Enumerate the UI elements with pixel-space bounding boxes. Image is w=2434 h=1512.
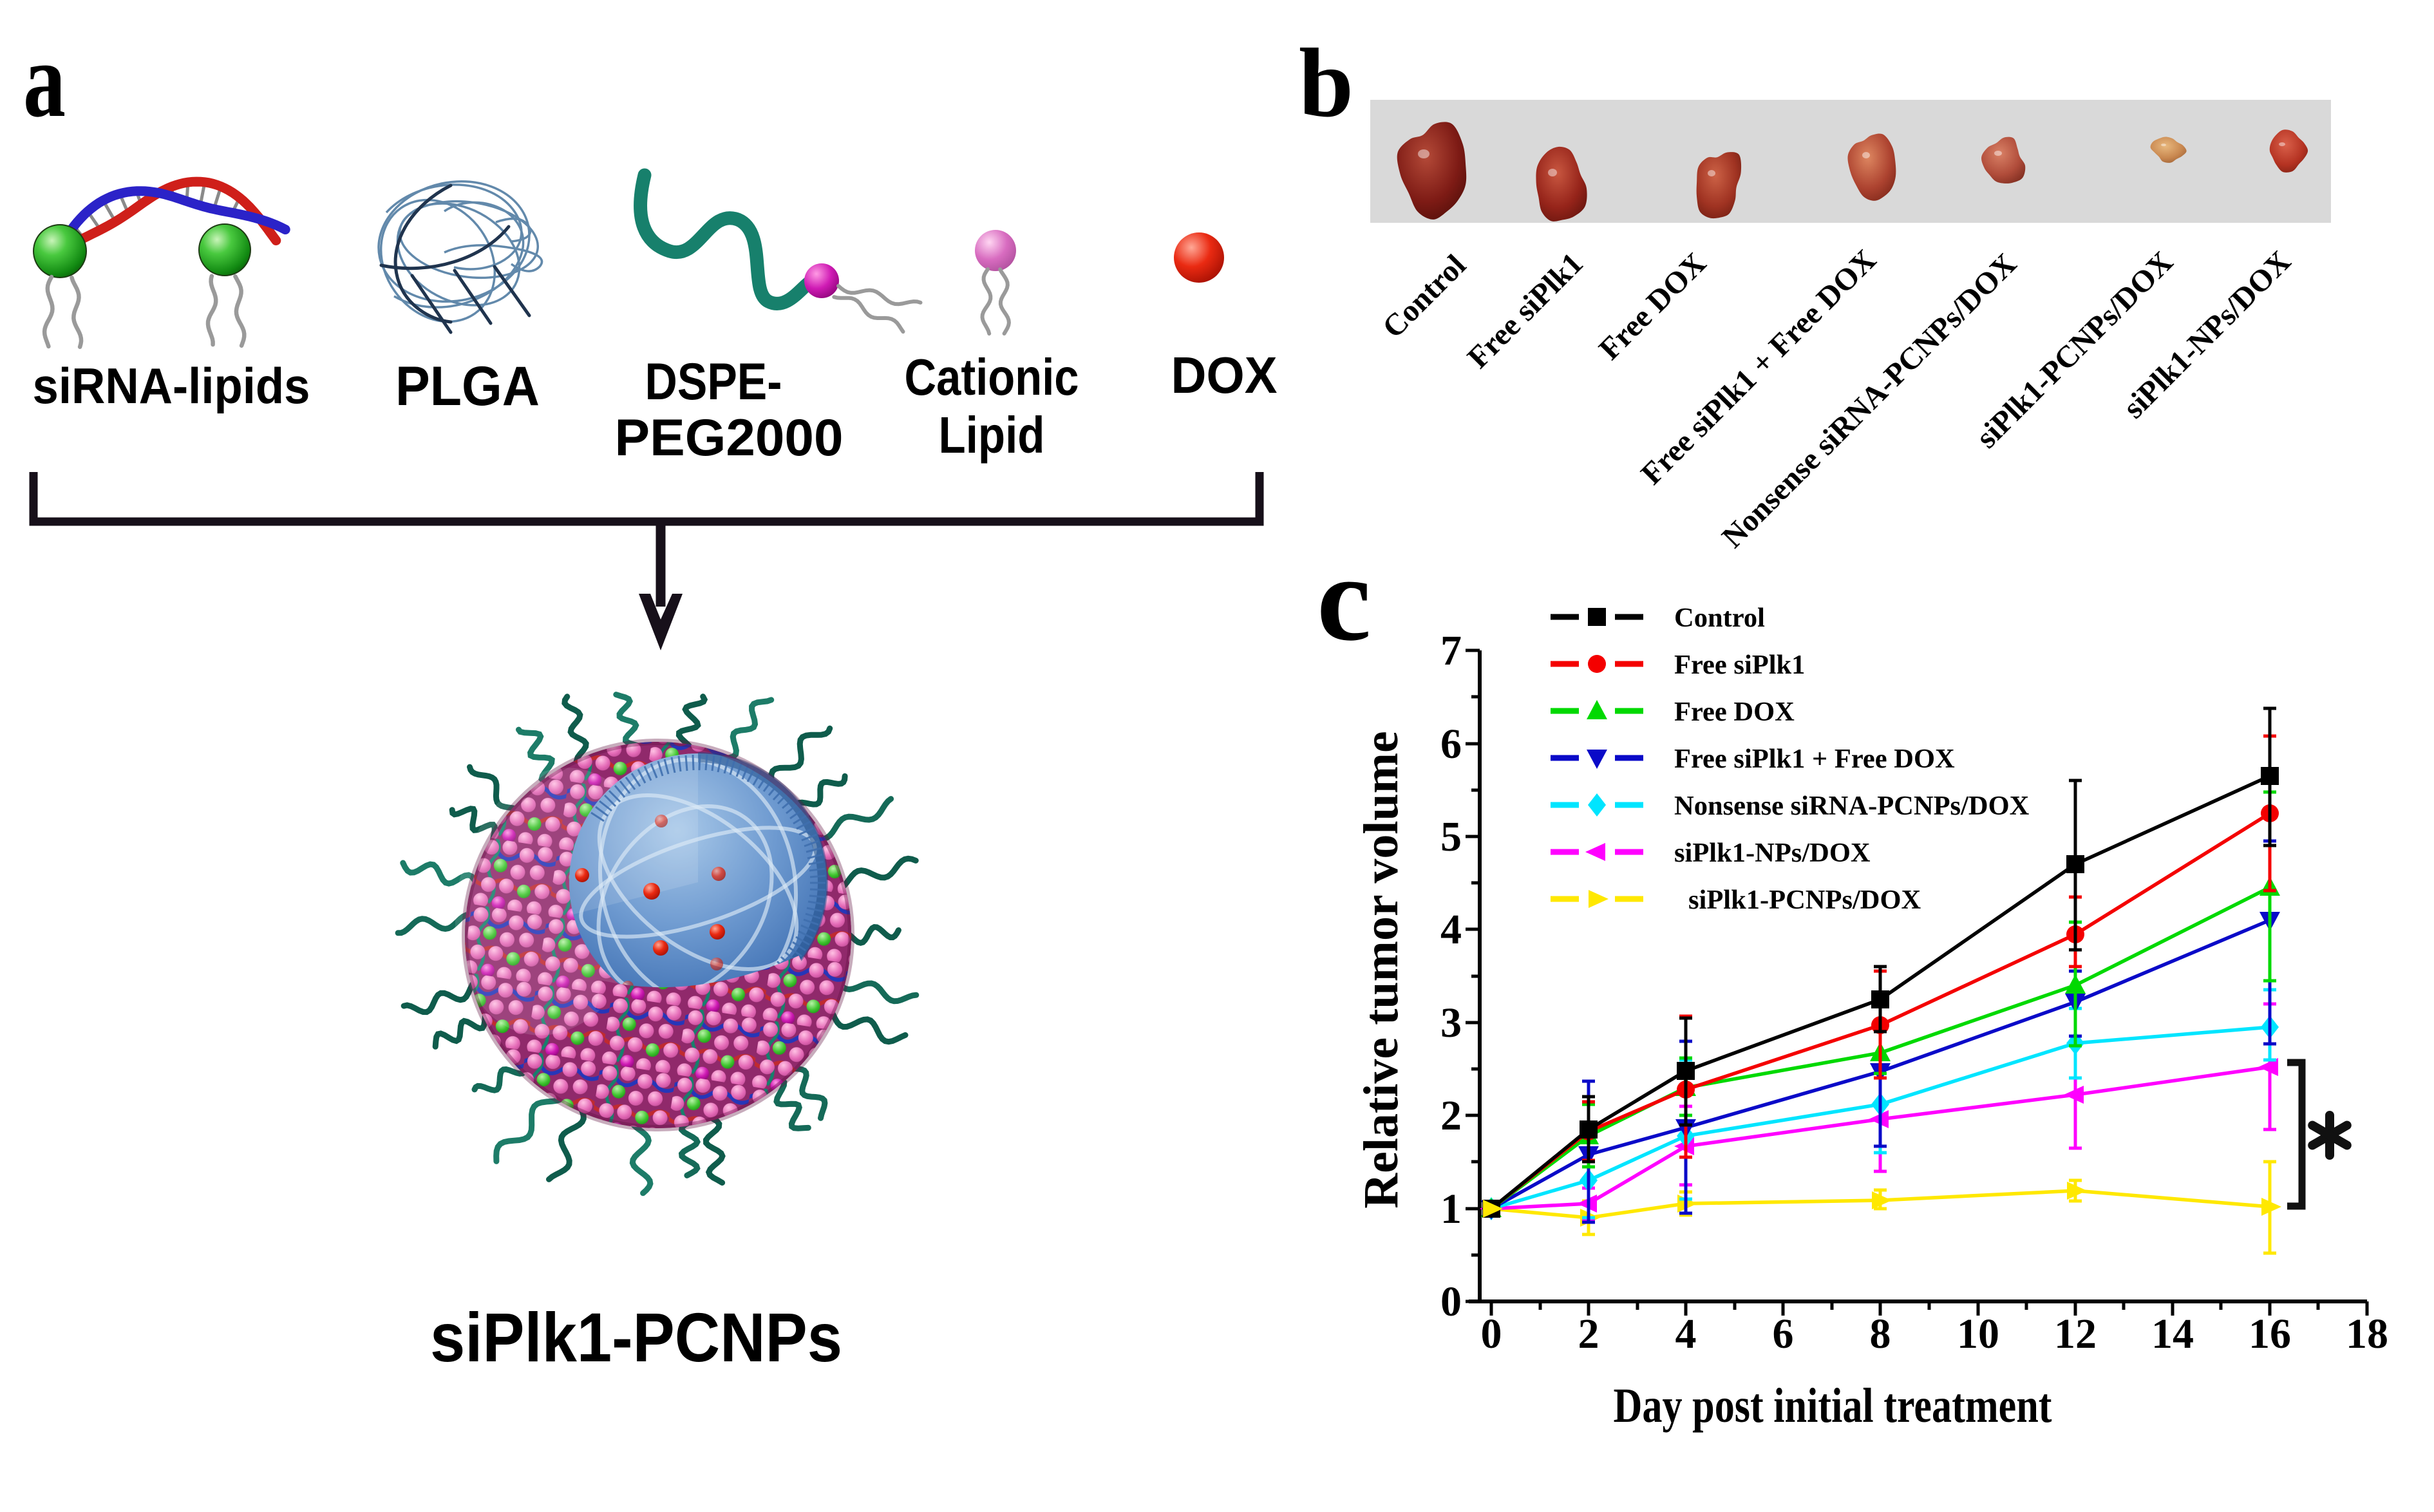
svg-text:2: 2: [1578, 1310, 1599, 1357]
svg-text:4: 4: [1440, 906, 1462, 953]
svg-text:a: a: [23, 21, 66, 140]
svg-text:7: 7: [1440, 627, 1462, 674]
svg-text:Free DOX: Free DOX: [1674, 697, 1795, 727]
svg-text:Nonsense siRNA-PCNPs/DOX: Nonsense siRNA-PCNPs/DOX: [1674, 791, 2030, 821]
svg-text:12: 12: [2054, 1310, 2097, 1357]
svg-text:0: 0: [1440, 1278, 1462, 1325]
svg-text:siPlk1-PCNPs/DOX: siPlk1-PCNPs/DOX: [1688, 885, 1921, 915]
svg-text:18: 18: [2346, 1310, 2388, 1357]
svg-text:c: c: [1317, 531, 1371, 666]
svg-text:14: 14: [2151, 1310, 2194, 1357]
svg-text:Cationic: Cationic: [905, 348, 1079, 406]
svg-text:0: 0: [1481, 1310, 1502, 1357]
svg-text:Free siPlk1: Free siPlk1: [1674, 650, 1805, 680]
svg-text:10: 10: [1957, 1310, 1999, 1357]
svg-text:Relative tumor volume: Relative tumor volume: [1354, 731, 1408, 1209]
svg-text:2: 2: [1440, 1092, 1462, 1139]
svg-text:8: 8: [1870, 1310, 1891, 1357]
svg-text:Control: Control: [1674, 603, 1765, 633]
svg-text:PEG2000: PEG2000: [615, 409, 844, 467]
svg-text:DOX: DOX: [1171, 346, 1278, 404]
svg-text:siPlk1-NPs/DOX: siPlk1-NPs/DOX: [1674, 838, 1871, 868]
svg-text:siPlk1-PCNPs: siPlk1-PCNPs: [430, 1298, 842, 1376]
svg-text:6: 6: [1440, 721, 1462, 768]
svg-text:6: 6: [1773, 1310, 1794, 1357]
svg-text:5: 5: [1440, 813, 1462, 860]
svg-text:1: 1: [1440, 1186, 1462, 1233]
svg-text:b: b: [1299, 29, 1354, 138]
svg-text:PLGA: PLGA: [395, 355, 540, 417]
svg-text:Day post initial treatment: Day post initial treatment: [1614, 1379, 2052, 1433]
svg-text:DSPE-: DSPE-: [645, 353, 782, 411]
svg-text:4: 4: [1675, 1310, 1697, 1357]
svg-text:Lipid: Lipid: [939, 406, 1045, 464]
svg-text:Free siPlk1 + Free DOX: Free siPlk1 + Free DOX: [1674, 744, 1955, 774]
svg-text:3: 3: [1440, 999, 1462, 1046]
svg-text:siRNA-lipids: siRNA-lipids: [33, 357, 310, 414]
svg-text:16: 16: [2249, 1310, 2291, 1357]
